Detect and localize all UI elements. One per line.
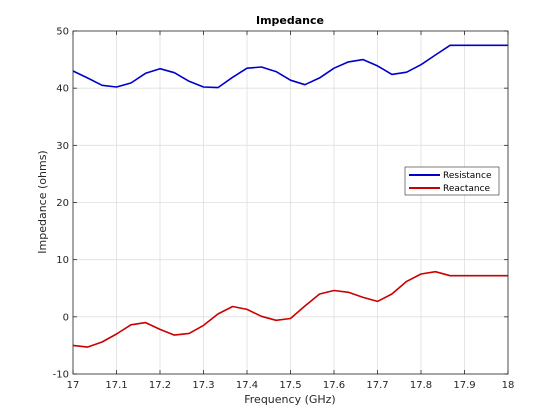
- x-axis-label: Frequency (GHz): [244, 393, 335, 406]
- x-tick-label: 17.5: [279, 380, 301, 391]
- x-tick-label: 17.8: [410, 380, 432, 391]
- y-tick-label: 20: [56, 198, 69, 209]
- y-tick-label: -10: [53, 370, 69, 381]
- legend: Resistance Reactance: [404, 166, 500, 196]
- x-tick-label: 17.6: [323, 380, 345, 391]
- series-group: [72, 44, 508, 348]
- x-tick-label: 17.2: [149, 380, 171, 391]
- x-tick-label: 17: [67, 380, 80, 391]
- legend-label-resistance: Resistance: [443, 171, 492, 181]
- y-tick-label: 50: [56, 27, 69, 38]
- x-tick-label: 17.9: [453, 380, 475, 391]
- chart-title: Impedance: [256, 14, 324, 27]
- y-tick-label: 30: [56, 141, 69, 152]
- x-tick-label: 18: [502, 380, 515, 391]
- y-tick-label: 10: [56, 255, 69, 266]
- series-line-resistance: [72, 44, 508, 89]
- y-tick-label: 0: [63, 312, 69, 323]
- x-tick-label: 17.3: [192, 380, 214, 391]
- y-tick-label: 40: [56, 84, 69, 95]
- x-tick-label: 17.4: [236, 380, 258, 391]
- legend-box: [404, 166, 500, 196]
- x-tick-label: 17.7: [366, 380, 388, 391]
- series-line-reactance: [72, 270, 508, 348]
- legend-label-reactance: Reactance: [443, 184, 491, 194]
- ticks: 17 17.1 17.2 17.3 17.4 17.5 17.6 17.7 17.8 17.9 18…: [53, 27, 515, 392]
- y-axis-label: Impedance (ohms): [36, 150, 49, 253]
- x-tick-label: 17.1: [105, 380, 127, 391]
